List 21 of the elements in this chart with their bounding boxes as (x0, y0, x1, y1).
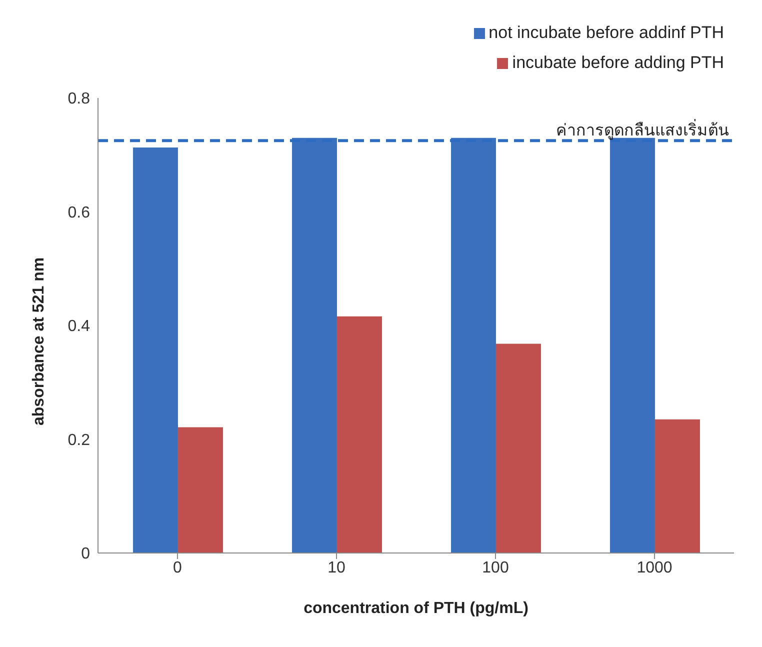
y-tick-label: 0.2 (68, 432, 90, 449)
x-tick-label: 100 (482, 559, 509, 576)
legend-label: not incubate before addinf PTH (488, 23, 724, 42)
y-tick-label: 0.8 (68, 90, 90, 108)
legend-label: incubate before adding PTH (512, 53, 724, 72)
x-tick-label: 0 (173, 559, 182, 576)
y-axis-title: absorbance at 521 nm (30, 257, 48, 426)
bar (496, 344, 541, 553)
bar (336, 316, 382, 553)
ref-line-label: ค่าการดูดกลืนแสงเริ่มต้น (556, 118, 729, 141)
bar (178, 427, 223, 553)
bar (292, 138, 337, 553)
bar (654, 419, 700, 553)
y-tick-label: 0.4 (68, 318, 90, 336)
x-tick-label: 1000 (636, 559, 672, 576)
x-axis-title: concentration of PTH (pg/mL) (304, 600, 528, 617)
bar (450, 138, 496, 553)
bar (132, 147, 178, 553)
x-tick-label: 10 (328, 559, 346, 576)
y-tick-label: 0.6 (68, 204, 90, 222)
y-tick-label: 0 (81, 546, 90, 563)
